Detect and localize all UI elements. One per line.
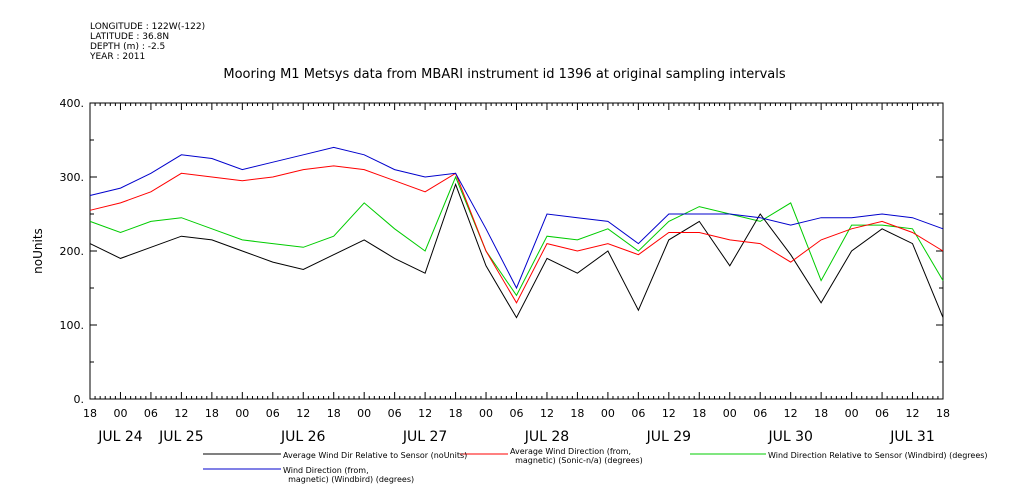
- series-line: [89, 146, 944, 290]
- x-tick-label: 06: [753, 407, 767, 420]
- x-day-label: JUL 31: [889, 429, 934, 445]
- x-tick-label: 00: [479, 407, 493, 420]
- x-tick-label: 18: [814, 407, 828, 420]
- x-tick-label: 00: [723, 407, 737, 420]
- x-tick-label: 06: [875, 407, 889, 420]
- x-tick-label: 12: [662, 407, 676, 420]
- x-tick-label: 18: [936, 407, 950, 420]
- x-day-label: JUL 25: [158, 429, 203, 445]
- x-tick-label: 00: [601, 407, 615, 420]
- x-tick-label: 18: [449, 407, 463, 420]
- series-line: [89, 165, 944, 304]
- x-day-label: JUL 24: [97, 429, 143, 445]
- x-tick-label: 06: [631, 407, 645, 420]
- x-tick-label: 12: [906, 407, 920, 420]
- x-tick-label: 12: [174, 407, 188, 420]
- x-tick-label: 00: [357, 407, 371, 420]
- y-tick-label: 100.: [60, 319, 85, 332]
- x-tick-label: 06: [144, 407, 158, 420]
- x-tick-label: 12: [540, 407, 554, 420]
- plot-frame: [89, 102, 944, 400]
- series-line: [89, 175, 944, 297]
- x-tick-label: 12: [418, 407, 432, 420]
- longitude-label: LONGITUDE : 122W(-122): [90, 22, 206, 32]
- y-tick-label: 200.: [60, 245, 85, 258]
- x-day-label: JUL 29: [646, 429, 691, 445]
- x-tick-label: 06: [510, 407, 524, 420]
- x-tick-label: 18: [327, 407, 341, 420]
- legend-label-blue: Wind Direction (from, magnetic) (Windbir…: [283, 466, 415, 484]
- x-tick-label: 06: [266, 407, 280, 420]
- legend-label-red: Average Wind Direction (from, magnetic) …: [510, 447, 643, 465]
- latitude-label: LATITUDE : 36.8N: [90, 32, 170, 42]
- x-tick-label: 18: [570, 407, 584, 420]
- x-tick-label: 00: [235, 407, 249, 420]
- x-day-label: JUL 27: [402, 429, 447, 445]
- x-tick-label: 06: [388, 407, 402, 420]
- x-tick-label: 12: [296, 407, 310, 420]
- x-tick-label: 12: [784, 407, 798, 420]
- year-label: YEAR : 2011: [90, 52, 146, 62]
- x-day-label: JUL 26: [280, 429, 326, 445]
- series-line: [89, 182, 944, 319]
- chart-title: Mooring M1 Metsys data from MBARI instru…: [223, 67, 786, 82]
- x-tick-label: 18: [83, 407, 97, 420]
- y-tick-label: 0.: [74, 393, 85, 406]
- x-tick-label: 00: [113, 407, 127, 420]
- legend-label-black: Average Wind Dir Relative to Sensor (noU…: [283, 451, 468, 460]
- y-axis-label: noUnits: [31, 228, 45, 274]
- x-tick-label: 00: [845, 407, 859, 420]
- x-day-label: JUL 30: [767, 429, 812, 445]
- y-tick-label: 400.: [60, 97, 85, 110]
- legend-label-green: Wind Direction Relative to Sensor (Windb…: [768, 451, 988, 460]
- x-day-label: JUL 28: [524, 429, 569, 445]
- depth-label: DEPTH (m) : -2.5: [90, 42, 166, 52]
- x-tick-label: 18: [692, 407, 706, 420]
- x-tick-label: 18: [205, 407, 219, 420]
- y-tick-label: 300.: [60, 171, 85, 184]
